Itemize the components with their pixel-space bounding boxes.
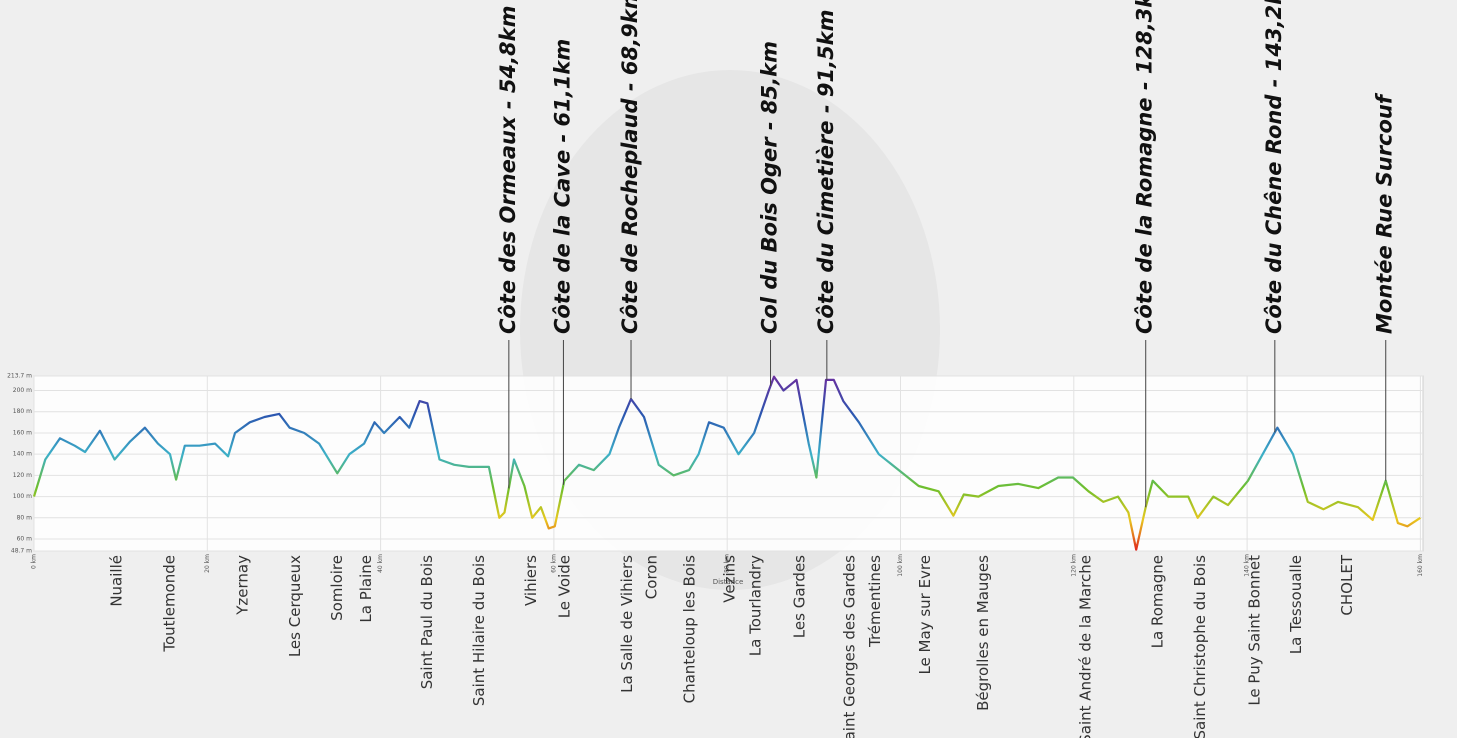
climb-label: Col du Bois Oger - 85,km (758, 41, 782, 334)
y-tick-label: 100 m (13, 493, 32, 500)
town-label: Somloire (328, 555, 346, 621)
climb-label: Côte du Cimetière - 91,5km (814, 9, 838, 334)
town-label: Vihiers (522, 555, 540, 606)
climb-label: Montée Rue Surcouf (1373, 92, 1397, 334)
town-label: Saint André de la Marche (1076, 555, 1094, 738)
town-label: La Tourlandry (746, 555, 764, 656)
x-tick-label: 60 km (550, 554, 557, 573)
town-label: Yzernay (233, 555, 251, 616)
town-label: Coron (642, 555, 660, 599)
town-label: Saint Christophe du Bois (1191, 555, 1209, 738)
x-tick-label: 0 km (31, 554, 38, 569)
town-label: Saint Paul du Bois (418, 555, 436, 689)
y-tick-label: 160 m (13, 429, 32, 436)
x-tick-label: 100 km (897, 554, 904, 577)
x-tick-label: 40 km (377, 554, 384, 573)
climb-label: Côte des Ormeaux - 54,8km (496, 5, 520, 334)
y-tick-label: 140 m (13, 451, 32, 458)
town-label: Saint Hilaire du Bois (470, 555, 488, 706)
x-tick-label: 120 km (1070, 554, 1077, 577)
town-label: Chanteloup les Bois (680, 555, 698, 704)
x-tick-label: 160 km (1417, 554, 1424, 577)
town-label: Le May sur Evre (916, 555, 934, 675)
town-label: La Salle de Vihiers (618, 555, 636, 693)
climb-label: Côte de Rocheplaud - 68,9km (618, 0, 642, 334)
town-label: La Plaine (357, 555, 375, 623)
town-label: Le Voide (556, 555, 574, 618)
y-tick-label: 120 m (13, 472, 32, 479)
climb-label: Côte du Chêne Rond - 143,2km (1262, 0, 1286, 334)
y-tick-label: 200 m (13, 387, 32, 394)
climb-label: Côte de la Romagne - 128,3km (1133, 0, 1157, 334)
climb-label: Côte de la Cave - 61,1km (550, 39, 574, 334)
y-tick-label: 60 m (17, 536, 33, 543)
y-tick-label: 213.7 m (7, 373, 32, 380)
elevation-line (32, 375, 1422, 551)
town-label: Trémentines (866, 555, 884, 648)
y-tick-label: 180 m (13, 408, 32, 415)
town-label: Bégrolles en Mauges (974, 555, 992, 711)
town-label: CHOLET (1338, 554, 1356, 615)
x-tick-label: 140 km (1244, 554, 1251, 577)
town-label: Toutlemonde (161, 555, 179, 653)
town-label: Les Cerqueux (286, 555, 304, 657)
town-label: La Romagne (1148, 555, 1166, 648)
town-label: Les Gardes (790, 555, 808, 638)
town-label: Vezins (720, 555, 738, 603)
y-tick-label: 80 m (17, 514, 33, 521)
x-axis-title: Distance (713, 578, 744, 586)
town-label: Saint Georges des Gardes (841, 555, 859, 738)
y-tick-label: 48.7 m (11, 548, 32, 555)
plot-area (33, 375, 1424, 552)
town-label: Le Puy Saint Bonnet (1245, 555, 1263, 706)
town-label: Nuaillé (108, 555, 126, 607)
x-tick-label: 80 km (724, 554, 731, 573)
x-tick-label: 20 km (204, 554, 211, 573)
town-label: La Tessoualle (1287, 555, 1305, 654)
